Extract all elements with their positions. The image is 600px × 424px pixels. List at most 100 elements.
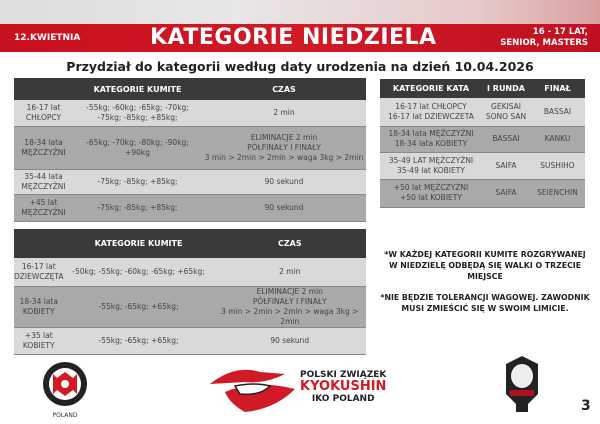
age-groups: 16 - 17 LAT, SENIOR, MASTERS: [500, 27, 588, 49]
time-cell: 2 min: [213, 258, 366, 287]
page-number: 3: [581, 398, 591, 414]
cell-line: 35-49 LAT MĘŻCZYŹNI: [388, 155, 474, 165]
cell-line: MĘŻCZYŹNI: [21, 181, 66, 191]
table-row: 18-34 lata KOBIETY -55kg; -65kg; +65kg; ELI…: [14, 286, 366, 328]
cell-line: 2 min: [279, 266, 301, 276]
pzk-line: POLSKI ZWIĄZEK: [300, 370, 387, 380]
column-header: KATEGORIE KUMITE: [73, 78, 202, 100]
table-row: +45 lat MĘŻCZYŹNI -75kg; -85kg; +85kg; 90 s…: [14, 194, 366, 222]
note: *W KAŻDEJ KATEGORII KUMITE ROZGRYWANEJ W…: [384, 250, 586, 281]
group-cell: 35-44 lata MĘŻCZYŹNI: [14, 169, 73, 195]
ages-line: SENIOR, MASTERS: [500, 38, 588, 48]
final-cell: KANKU: [530, 126, 585, 153]
texture-background: [0, 0, 600, 26]
column-header: [14, 78, 73, 100]
iko-logo-text: POLAND: [52, 412, 78, 419]
weights-cell: -50kg; -55kg; -60kg; -65kg; +65kg;: [63, 258, 214, 287]
cell-line: CHŁOPCY: [25, 112, 62, 122]
column-header: [14, 229, 64, 258]
cell-line: -75kg; -85kg; +85kg;: [97, 202, 178, 212]
table-row: 18-34 lata MĘŻCZYŹNI -65kg; -70kg; -80kg; …: [14, 126, 366, 170]
final-cell: SUSHIHO: [530, 152, 585, 180]
cell-line: -55kg; -65kg; +65kg;: [98, 335, 179, 345]
cell-line: 90 sekund: [264, 176, 304, 186]
cell-line: 16-17 lat: [21, 261, 56, 271]
group-cell: +50 lat MĘŻCZYŹNI +50 lat KOBIETY: [380, 179, 482, 208]
cell-line: PÓŁFINAŁY I FINAŁY: [247, 142, 321, 152]
table-row: 35-49 LAT MĘŻCZYŹNI 35-49 lat KOBIETY SAIF…: [380, 152, 585, 180]
weights-cell: -55kg; -65kg; +65kg;: [63, 327, 214, 355]
cell-line: 18-34 lata: [19, 296, 58, 306]
time-cell: 90 sekund: [213, 327, 366, 355]
pzk-line: KYOKUSHIN: [300, 379, 387, 394]
cell-line: MĘŻCZYŹNI: [21, 207, 66, 217]
cell-line: 18-34 lata KOBIETY: [394, 139, 468, 148]
group-cell: 18-34 lata KOBIETY: [14, 286, 64, 328]
weights-cell: -75kg; -85kg; +85kg;: [73, 169, 202, 195]
cell-line: 90 sekund: [270, 335, 310, 345]
cell-line: 3 min > 2min > 2min > waga 3kg > 2min: [221, 306, 359, 326]
round1-cell: SAIFA: [482, 152, 530, 180]
cell-line: -55kg; -60kg; -65kg; -70kg;: [86, 102, 189, 112]
iko-logo: POLAND: [40, 360, 90, 420]
group-cell: 16-17 lat DZIEWCZĘTA: [14, 258, 64, 287]
table-row: +50 lat MĘŻCZYŹNI +50 lat KOBIETY SAIFA SEI…: [380, 179, 585, 208]
column-header: KATEGORIE KATA: [380, 79, 482, 98]
cell-line: KOBIETY: [22, 306, 55, 316]
cell-line: 3 min > 2min > 2min > waga 3kg > 2min: [204, 152, 364, 162]
cell-line: -75kg; -85kg; +85kg;: [97, 112, 178, 122]
time-cell: ELIMINACJE 2 min PÓŁFINAŁY I FINAŁY 3 min …: [213, 286, 366, 328]
cell-line: +35 lat: [24, 330, 53, 340]
cell-line: SAIFA: [495, 160, 517, 170]
round1-cell: SAIFA: [482, 179, 530, 208]
group-cell: 18-34 lata MĘŻCZYŹNI 18-34 lata KOBIETY: [380, 126, 482, 153]
cell-line: 16-17 lat CHŁOPCY: [395, 101, 467, 111]
event-date: 12.KWIETNIA: [14, 33, 81, 43]
cell-line: BASSAI: [492, 134, 520, 143]
cell-line: ELIMINACJE 2 min: [256, 286, 323, 296]
cell-line: 18-34 lata MĘŻCZYŹNI: [388, 129, 474, 138]
table-row: 35-44 lata MĘŻCZYŹNI -75kg; -85kg; +85kg; 9…: [14, 169, 366, 195]
kumite-men-table: KATEGORIE KUMITE CZAS 16-17 lat CHŁOPCY -55k…: [14, 78, 366, 222]
column-header: CZAS: [213, 229, 366, 258]
table-row: 18-34 lata MĘŻCZYŹNI 18-34 lata KOBIETY BA…: [380, 126, 585, 153]
cell-line: -50kg; -55kg; -60kg; -65kg; +65kg;: [72, 266, 205, 276]
cell-line: 18-34 lata: [24, 137, 63, 147]
cell-line: +50 lat MĘŻCZYŹNI: [393, 183, 469, 192]
cell-line: SAIFA: [495, 188, 517, 197]
weights-cell: -65kg; -70kg; -80kg; -90kg; +90kg: [73, 126, 202, 170]
ages-line: 16 - 17 LAT,: [532, 27, 588, 37]
group-cell: +35 lat KOBIETY: [14, 327, 64, 355]
cell-line: 90 sekund: [264, 202, 304, 212]
time-cell: 90 sekund: [202, 169, 366, 195]
header-banner: 12.KWIETNIA KATEGORIE NIEDZIELA 16 - 17 …: [0, 24, 600, 52]
weights-cell: -55kg; -65kg; +65kg;: [63, 286, 214, 328]
cell-line: +90kg: [125, 147, 150, 157]
column-header: I RUNDA: [482, 79, 530, 98]
cell-line: 35-49 lat KOBIETY: [397, 165, 465, 175]
cell-line: PÓŁFINAŁY I FINAŁY: [252, 296, 327, 306]
cell-line: GEKISAI: [491, 101, 521, 111]
cell-line: -55kg; -65kg; +65kg;: [98, 301, 179, 311]
cell-line: ELIMINACJE 2 min: [250, 132, 318, 142]
final-cell: BASSAI: [530, 98, 585, 127]
table-row: 16-17 lat CHŁOPCY 16-17 lat DZIEWCZETA GEK…: [380, 98, 585, 127]
table-row: 16-17 lat CHŁOPCY -55kg; -60kg; -65kg; -70…: [14, 100, 366, 127]
cell-line: -65kg; -70kg; -80kg; -90kg;: [86, 137, 189, 147]
time-cell: 2 min: [202, 100, 366, 127]
weights-cell: -55kg; -60kg; -65kg; -70kg; -75kg; -85kg;…: [73, 100, 202, 127]
cell-line: +50 lat KOBIETY: [400, 193, 462, 202]
table-row: 16-17 lat DZIEWCZĘTA -50kg; -55kg; -60kg; …: [14, 258, 366, 287]
tiger-club-logo: [502, 354, 542, 416]
group-cell: 16-17 lat CHŁOPCY 16-17 lat DZIEWCZETA: [380, 98, 482, 127]
cell-line: 35-44 lata: [24, 171, 63, 181]
cell-line: +45 lat: [29, 197, 58, 207]
round1-cell: GEKISAI SONO SAN: [482, 98, 530, 127]
group-cell: 16-17 lat CHŁOPCY: [14, 100, 73, 127]
column-header: CZAS: [202, 78, 366, 100]
note: *NIE BĘDZIE TOLERANCJI WAGOWEJ. ZAWODNIK…: [380, 293, 590, 313]
pzk-line: IKO POLAND: [311, 394, 375, 404]
cell-line: DZIEWCZĘTA: [14, 271, 64, 281]
weights-cell: -75kg; -85kg; +85kg;: [73, 194, 202, 222]
group-cell: +45 lat MĘŻCZYŹNI: [14, 194, 73, 222]
